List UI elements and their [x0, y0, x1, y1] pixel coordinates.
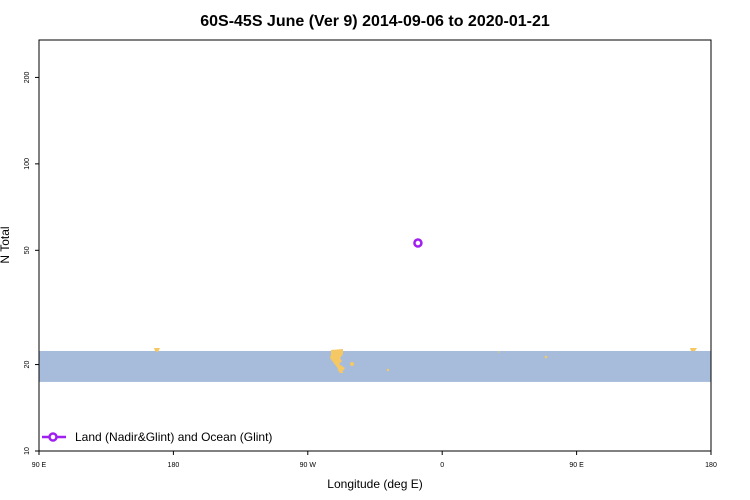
- legend: Land (Nadir&Glint) and Ocean (Glint): [42, 430, 272, 444]
- x-tick-label: 90 E: [32, 462, 47, 469]
- ocean-band: [39, 350, 711, 382]
- x-tick-label: 90 E: [569, 462, 584, 469]
- land-shape: [337, 369, 344, 373]
- land-shape: [330, 349, 345, 372]
- y-tick-label: 200: [24, 71, 31, 83]
- land-shape: [350, 362, 354, 366]
- x-tick-label: 180: [705, 462, 717, 469]
- plot-frame: [38, 39, 712, 452]
- land-shape: [154, 348, 160, 352]
- map-band: [39, 348, 711, 382]
- land-shape: [386, 368, 390, 372]
- y-axis: 10 20 50 100 200: [24, 71, 39, 455]
- y-axis-label: N Total: [0, 226, 12, 263]
- y-tick-label: 50: [24, 246, 31, 254]
- legend-label: Land (Nadir&Glint) and Ocean (Glint): [75, 430, 272, 444]
- y-tick-label: 100: [24, 158, 31, 170]
- y-tick-label: 10: [24, 447, 31, 455]
- x-axis-label: Longitude (deg E): [327, 477, 422, 491]
- land-shapes: [154, 348, 697, 373]
- x-tick-label: 180: [168, 462, 180, 469]
- chart-title: 60S-45S June (Ver 9) 2014-09-06 to 2020-…: [200, 13, 550, 30]
- x-tick-label: 0: [440, 462, 444, 469]
- legend-marker: [48, 432, 58, 442]
- land-shape: [544, 355, 548, 359]
- land-shape: [690, 348, 697, 351]
- y-tick-label: 20: [24, 361, 31, 369]
- data-marks: [413, 238, 423, 248]
- x-tick-label: 90 W: [300, 462, 317, 469]
- land-shape: [498, 351, 500, 353]
- x-axis: 90 E 180 90 W 0 90 E 180: [32, 451, 717, 469]
- data-point: [413, 238, 423, 248]
